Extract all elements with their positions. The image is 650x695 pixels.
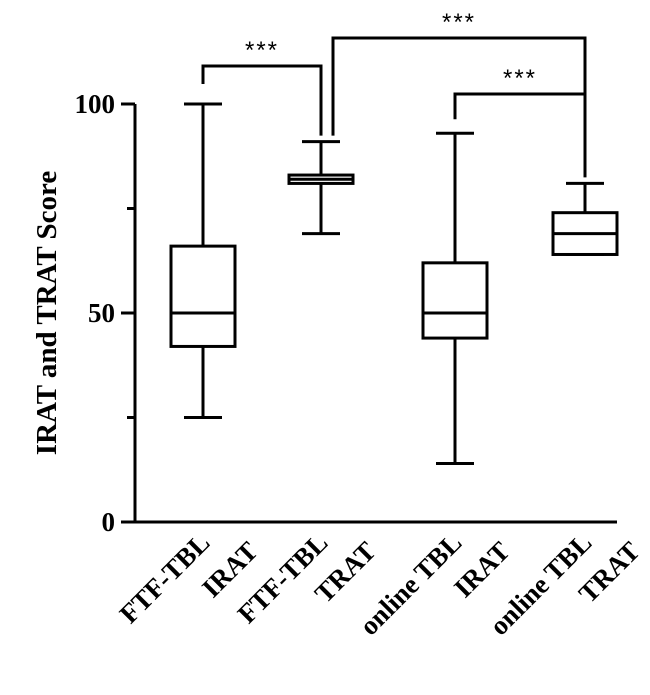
significance-bracket — [201, 64, 323, 136]
box-1 — [169, 102, 237, 419]
y-ticks: 0 50 100 — [75, 89, 135, 537]
y-tick-label: 0 — [102, 507, 116, 537]
significance-label: *** — [245, 37, 279, 64]
significance-bracket — [453, 92, 587, 162]
boxes — [169, 102, 619, 465]
significance-bracket — [331, 36, 587, 178]
y-tick-label: 50 — [88, 298, 115, 328]
significance-label: *** — [503, 65, 537, 92]
box-2 — [287, 140, 355, 236]
box-iqr — [169, 244, 237, 348]
box-iqr — [421, 261, 489, 340]
y-tick-label: 100 — [75, 89, 116, 119]
significance-label: *** — [442, 9, 476, 36]
significance-brackets: *** *** *** — [201, 9, 587, 178]
box-4 — [551, 181, 619, 256]
y-axis-label: IRAT and TRAT Score — [31, 171, 63, 456]
box-3 — [421, 131, 489, 465]
